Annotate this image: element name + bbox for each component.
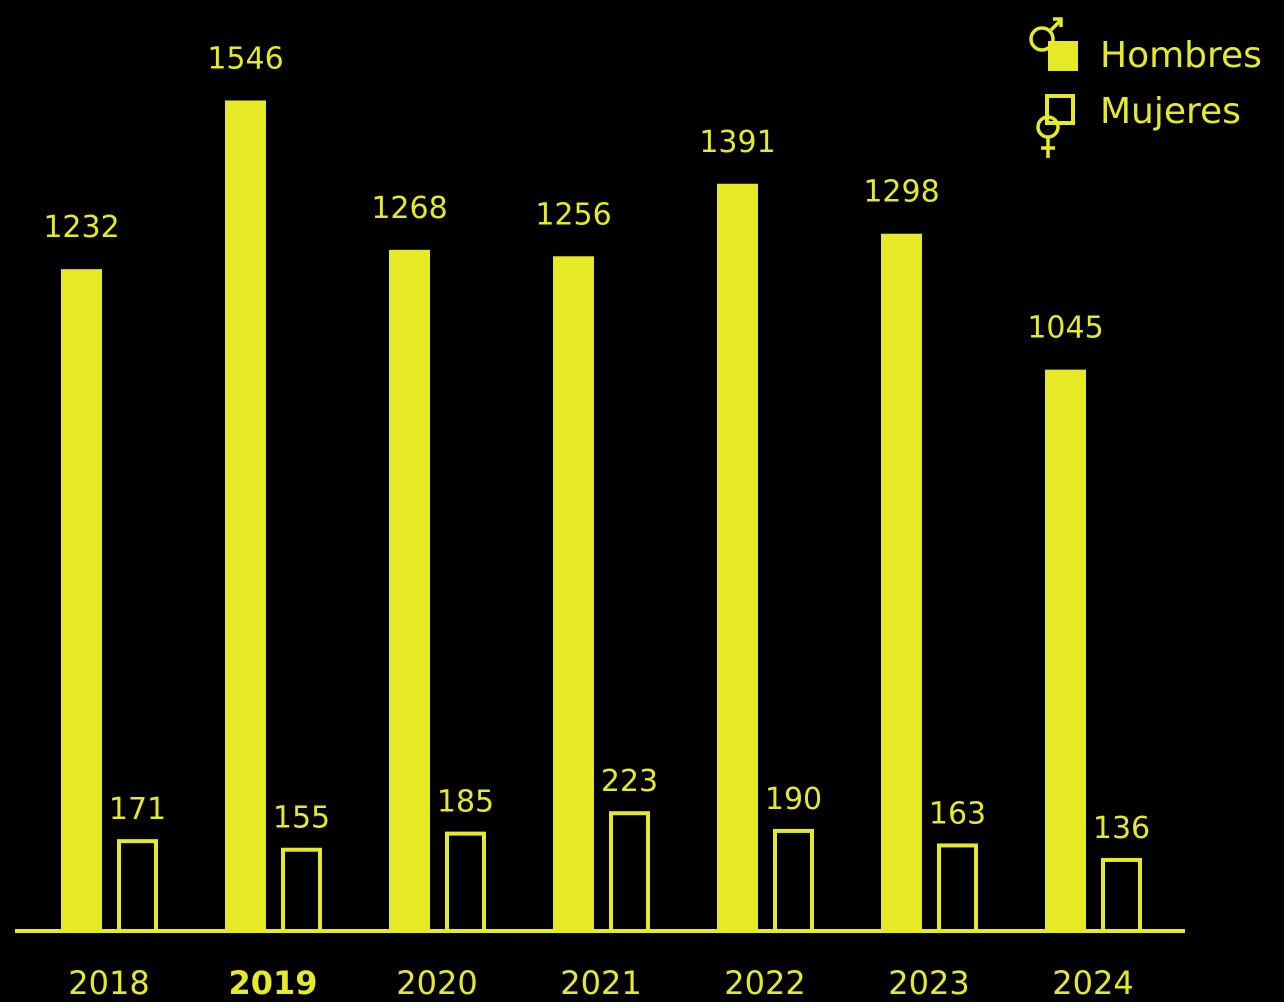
bar-hombres-2022 (717, 183, 758, 931)
data-label-mujeres-2021: 223 (601, 764, 658, 799)
data-label-mujeres-2022: 190 (765, 782, 822, 817)
bar-mujeres-2023 (937, 843, 978, 933)
x-tick-label-2019: 2019 (228, 964, 317, 1002)
bar-hombres-2023 (881, 233, 922, 931)
bar-mujeres-2022 (773, 828, 814, 934)
x-tick-label-2020: 2020 (396, 964, 477, 1002)
data-label-mujeres-2024: 136 (1093, 811, 1150, 846)
data-label-mujeres-2020: 185 (437, 785, 494, 820)
bar-mujeres-2019 (281, 847, 322, 934)
legend: Hombres Mujeres (1028, 12, 1284, 162)
data-label-mujeres-2023: 163 (929, 796, 986, 831)
bar-hombres-2020 (389, 249, 430, 932)
bar-mujeres-2021 (609, 811, 650, 934)
data-label-hombres-2019: 1546 (207, 41, 283, 76)
x-tick-label-2018: 2018 (68, 964, 149, 1002)
data-label-mujeres-2019: 155 (273, 801, 330, 836)
bar-hombres-2021 (553, 256, 594, 931)
data-label-hombres-2021: 1256 (535, 197, 611, 232)
male-symbol-icon (1029, 17, 1063, 52)
data-label-mujeres-2018: 171 (109, 792, 166, 827)
data-label-hombres-2018: 1232 (43, 210, 119, 245)
legend-swatch-hombres (1048, 41, 1078, 71)
legend-symbols (1029, 17, 1078, 158)
x-tick-label-2024: 2024 (1052, 964, 1133, 1002)
x-tick-label-2022: 2022 (724, 964, 805, 1002)
legend-label-mujeres: Mujeres (1100, 91, 1241, 132)
data-label-hombres-2024: 1045 (1027, 311, 1103, 346)
bar-hombres-2024 (1045, 369, 1086, 932)
bar-mujeres-2024 (1101, 857, 1142, 933)
data-label-hombres-2023: 1298 (863, 175, 939, 210)
legend-swatch-mujeres (1045, 94, 1075, 125)
legend-label-hombres: Hombres (1100, 35, 1262, 76)
bar-hombres-2018 (61, 269, 102, 932)
data-label-hombres-2020: 1268 (371, 191, 447, 226)
bar-mujeres-2020 (445, 831, 486, 933)
data-label-hombres-2022: 1391 (699, 125, 775, 160)
bar-hombres-2019 (225, 100, 266, 932)
female-symbol-icon (1036, 115, 1060, 158)
x-tick-label-2021: 2021 (560, 964, 641, 1002)
bar-mujeres-2018 (117, 839, 158, 933)
x-tick-label-2023: 2023 (888, 964, 969, 1002)
